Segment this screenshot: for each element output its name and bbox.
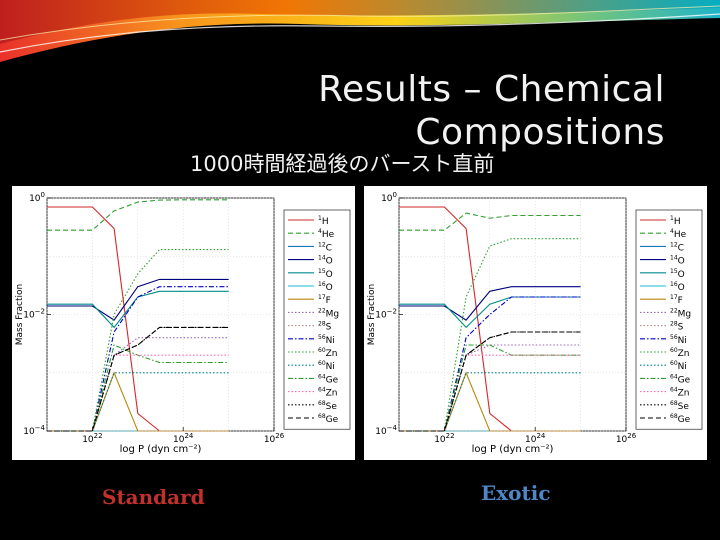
legend-label: 17F [318, 294, 331, 306]
legend-label: 1H [318, 215, 329, 227]
legend-label: 28S [670, 321, 684, 333]
x-tick-label: 1026 [264, 432, 285, 445]
legend-label: 4He [318, 228, 335, 240]
series-line-4-he [399, 212, 581, 231]
legend-box [283, 209, 351, 430]
legend-label: 12C [318, 241, 332, 253]
legend-label: 64Zn [670, 387, 690, 399]
chart-panel-exotic: 1022 1024 1026 100 10−2 10−4 log P (dyn cm⁻²) M… [364, 186, 707, 460]
legend-label: 64Ge [318, 373, 339, 385]
series-line-4-he [47, 199, 229, 231]
legend-label: 15O [318, 268, 333, 280]
y-axis-label: Mass Fraction [15, 284, 25, 345]
legend-label: 4He [670, 228, 687, 240]
series-line-22-mg [399, 344, 581, 432]
x-tick-label: 1026 [616, 432, 637, 445]
series-line-56-ni [399, 296, 581, 432]
y-axis-label: Mass Fraction [367, 284, 377, 345]
legend-label: 64Ge [670, 373, 691, 385]
slide-title-line-1: Results – Chemical [318, 69, 665, 110]
legend-label: 15O [670, 268, 685, 280]
slide-title-line-2: Compositions [415, 112, 665, 153]
caption-exotic: Exotic [481, 481, 551, 505]
slide-subtitle: 1000時間経過後のバースト直前 [190, 152, 495, 176]
y-tick-label: 10−4 [375, 424, 397, 437]
legend-label: 64Zn [318, 387, 338, 399]
series-line-60-zn [399, 238, 581, 432]
legend-label: 1H [670, 215, 681, 227]
x-tick-label: 1022 [434, 432, 454, 445]
chart-exotic: 1022 1024 1026 100 10−2 10−4 log P (dyn cm⁻²) M… [367, 191, 703, 455]
legend-label: 56Ni [670, 334, 687, 346]
legend-label: 17F [670, 294, 683, 306]
legend-label: 22Mg [670, 307, 691, 319]
legend-label: 56Ni [318, 334, 335, 346]
legend-label: 60Zn [318, 347, 338, 359]
series-line-64-zn [47, 354, 229, 432]
series-line-22-mg [47, 337, 229, 432]
legend-label: 68Se [318, 400, 337, 412]
legend-label: 68Se [670, 400, 689, 412]
legend-label: 68Ge [318, 413, 339, 425]
series-line-68-ge [47, 326, 229, 432]
series-line-68-ge [399, 331, 581, 432]
legend-label: 60Ni [318, 360, 335, 372]
legend-label: 60Zn [670, 347, 690, 359]
x-tick-label: 1024 [173, 432, 194, 445]
decorative-banner [0, 0, 720, 62]
legend-label: 16O [670, 281, 685, 293]
y-tick-label: 100 [381, 191, 397, 204]
chart-standard: 1022 1024 1026 100 10−2 10−4 log P (dyn cm⁻²) M… [15, 191, 351, 455]
y-tick-label: 100 [29, 191, 45, 204]
chart-panel-standard: 1022 1024 1026 100 10−2 10−4 log P (dyn cm⁻²) M… [12, 186, 355, 460]
series-line-64-zn [399, 354, 581, 432]
legend-label: 22Mg [318, 307, 339, 319]
legend-label: 68Ge [670, 413, 691, 425]
legend-label: 16O [318, 281, 333, 293]
legend-label: 28S [318, 321, 332, 333]
y-tick-label: 10−4 [23, 424, 45, 437]
series-line-15-o [47, 290, 229, 329]
legend-box [635, 209, 703, 430]
x-tick-label: 1024 [525, 432, 546, 445]
legend-label: 14O [670, 255, 685, 267]
x-axis-label: log P (dyn cm⁻²) [472, 444, 554, 455]
y-tick-label: 10−2 [375, 308, 397, 321]
x-tick-label: 1022 [82, 432, 102, 445]
legend-label: 60Ni [670, 360, 687, 372]
legend-label: 12C [670, 241, 684, 253]
caption-standard: Standard [102, 485, 205, 509]
series-line-56-ni [47, 286, 229, 432]
y-tick-label: 10−2 [23, 308, 45, 321]
legend-label: 14O [318, 255, 333, 267]
x-axis-label: log P (dyn cm⁻²) [120, 444, 202, 455]
